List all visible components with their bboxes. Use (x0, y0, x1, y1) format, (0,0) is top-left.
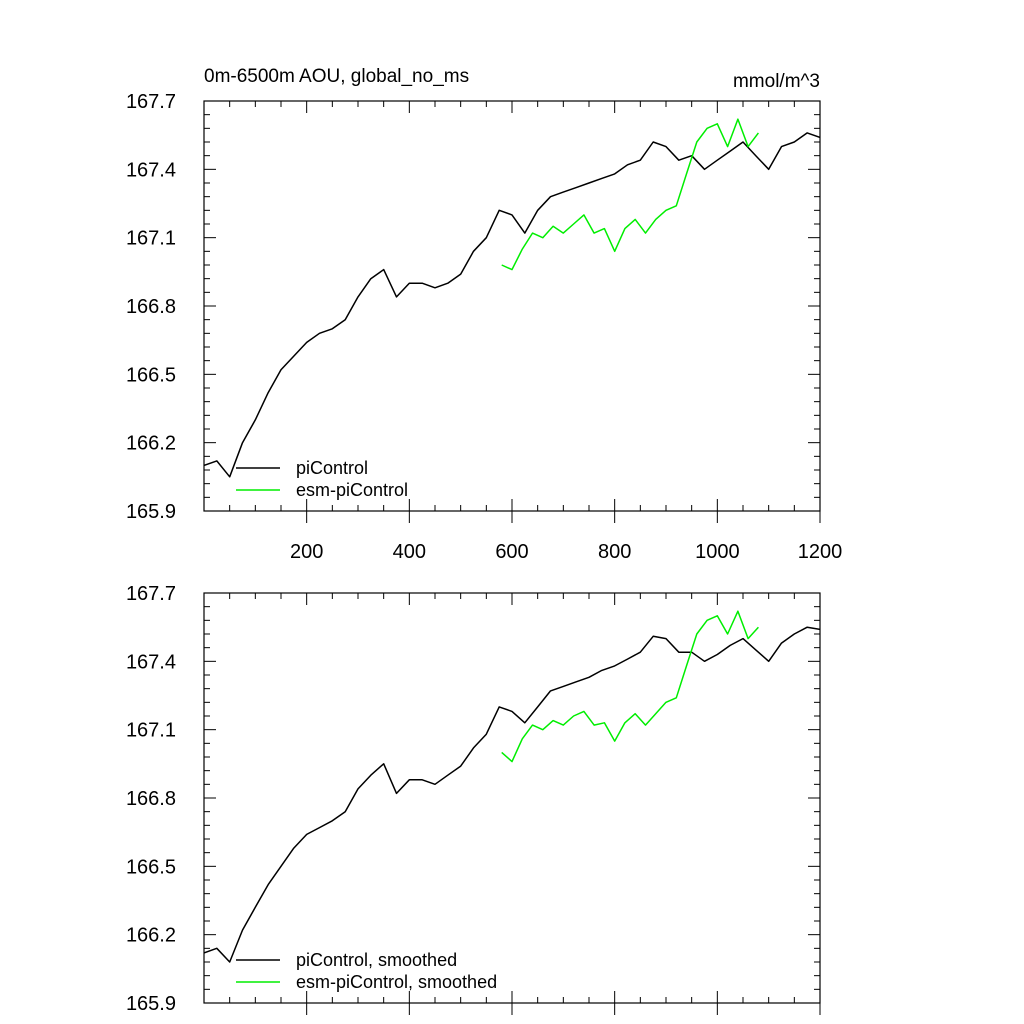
y-tick-label: 167.1 (126, 720, 176, 742)
y-tick-label: 167.7 (126, 583, 176, 605)
panel-top: 200 400 600 800 1000 1200 165.9 166.2 166.5 166.8… (126, 91, 842, 563)
y-tick-label: 167.1 (126, 228, 176, 250)
y-tick-label: 167.4 (126, 159, 176, 181)
chart-title: 0m-6500m AOU, global_no_ms (204, 66, 469, 87)
legend-label: esm-piControl (296, 480, 408, 500)
legend-label: piControl, smoothed (296, 950, 457, 970)
y-tick-label: 165.9 (126, 501, 176, 523)
units-label: mmol/m^3 (733, 71, 820, 92)
series-line-esm-picontrol (501, 118, 759, 271)
legend-label: piControl (296, 458, 368, 478)
y-tick-label: 166.5 (126, 856, 176, 878)
y-tick-label: 166.8 (126, 788, 176, 810)
plot-frame (203, 592, 821, 1004)
x-tick-label: 600 (495, 541, 528, 563)
x-tick-label: 200 (290, 541, 323, 563)
series-line-picontrol-smoothed (204, 626, 820, 963)
plot-frame (203, 100, 821, 512)
legend-label: esm-piControl, smoothed (296, 972, 497, 992)
series-line-esm-picontrol-smoothed (501, 610, 759, 763)
x-tick-label: 1000 (695, 541, 740, 563)
x-tick-label: 800 (598, 541, 631, 563)
y-tick-label: 167.4 (126, 651, 176, 673)
y-tick-label: 167.7 (126, 91, 176, 113)
y-tick-label: 166.2 (126, 925, 176, 947)
y-tick-label: 165.9 (126, 993, 176, 1015)
y-tick-label: 166.2 (126, 433, 176, 455)
y-tick-label: 166.5 (126, 364, 176, 386)
y-tick-label: 166.8 (126, 296, 176, 318)
series-line-picontrol (204, 132, 820, 478)
panel-bottom: 165.9 166.2 166.5 166.8 167.1 167.4 167.7 piCon… (126, 583, 821, 1015)
x-tick-label: 1200 (798, 541, 843, 563)
x-tick-label: 400 (393, 541, 426, 563)
